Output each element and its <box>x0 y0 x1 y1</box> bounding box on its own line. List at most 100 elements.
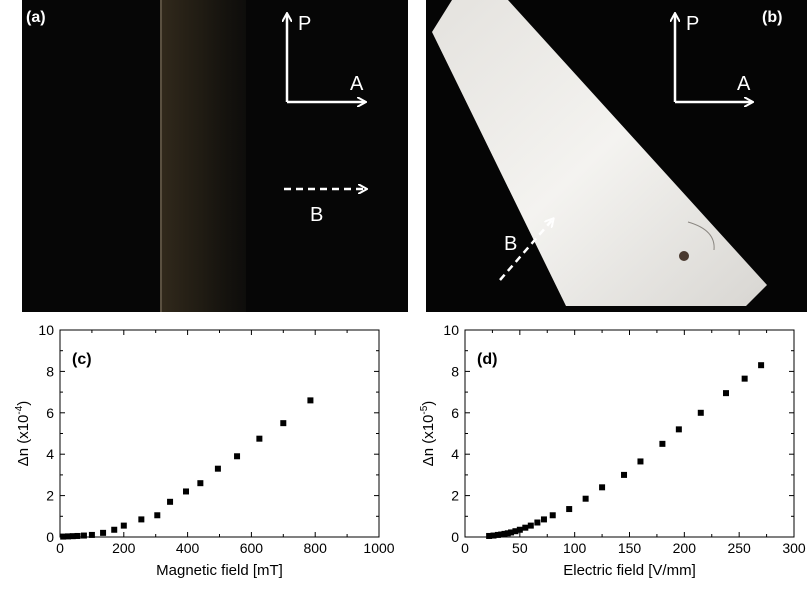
data-point <box>534 519 541 526</box>
data-point <box>167 498 174 505</box>
y-tick-label: 6 <box>451 405 459 421</box>
y-tick-label: 4 <box>46 446 54 462</box>
plot-frame <box>59 329 380 538</box>
y-axis-label-exponent: -5 <box>419 405 430 414</box>
y-tick-label: 8 <box>451 363 459 379</box>
x-tick-label: 300 <box>782 540 806 556</box>
x-tick-label: 100 <box>563 540 587 556</box>
data-point <box>566 506 573 513</box>
data-point <box>256 435 263 442</box>
x-tick-label: 600 <box>240 540 264 556</box>
sample-strip-bright <box>432 0 767 306</box>
y-axis-label-exponent: -4 <box>14 405 25 414</box>
y-tick-label: 2 <box>451 488 459 504</box>
data-point <box>659 440 666 447</box>
data-point <box>504 530 511 537</box>
x-tick-label: 0 <box>56 540 64 556</box>
data-point <box>183 488 190 495</box>
photo-b-canvas: P A B <box>432 0 767 306</box>
photo-panel-b: P A B (b) <box>426 0 807 312</box>
panel-label-a: (a) <box>26 9 46 26</box>
y-tick-label: 0 <box>46 529 54 545</box>
x-tick-label: 800 <box>304 540 328 556</box>
data-point <box>486 532 493 539</box>
y-tick-label: 10 <box>443 322 459 338</box>
data-point <box>74 532 81 539</box>
photo-a-canvas: P A B <box>160 0 408 312</box>
data-point <box>88 531 95 538</box>
data-point <box>512 528 519 535</box>
data-point <box>540 516 547 523</box>
y-axis-label-text: Δn (x10 <box>15 415 32 467</box>
panel-label-b: (b) <box>762 9 783 26</box>
y-axis-label-suffix: ) <box>15 401 32 406</box>
sample-strip <box>160 0 246 312</box>
data-point <box>637 458 644 465</box>
x-tick-label: 150 <box>618 540 642 556</box>
data-point <box>675 426 682 433</box>
data-point <box>582 495 589 502</box>
x-tick-label: 250 <box>727 540 751 556</box>
y-tick-label: 6 <box>46 405 54 421</box>
data-point <box>111 526 118 533</box>
y-axis-label-suffix: ) <box>420 401 437 406</box>
y-tick-label: 8 <box>46 363 54 379</box>
data-point <box>723 390 730 397</box>
data-point <box>516 526 523 533</box>
data-point <box>498 531 505 538</box>
data-point <box>214 465 221 472</box>
data-point <box>307 397 314 404</box>
data-point <box>501 530 508 537</box>
data-point <box>522 524 529 531</box>
data-point <box>527 522 534 529</box>
field-label: B <box>310 204 323 226</box>
panel-label: (d) <box>477 351 497 368</box>
analyzer-label: A <box>350 73 364 95</box>
chart-c: 0 200 400 600 800 1000 0 2 4 6 8 10 (c) Magnetic fiel… <box>14 322 395 579</box>
data-point <box>494 531 501 538</box>
field-label: B <box>504 233 517 255</box>
x-axis-label: Electric field [V/mm] <box>563 562 696 579</box>
data-point <box>154 512 161 519</box>
y-tick-label: 0 <box>451 529 459 545</box>
y-axis-label: Δn (x10-4) <box>14 401 32 467</box>
x-tick-label: 50 <box>512 540 528 556</box>
polarizer-label: P <box>298 13 311 35</box>
data-point <box>197 480 204 487</box>
y-tick-label: 10 <box>38 322 54 338</box>
data-point <box>490 532 497 539</box>
plot-frame <box>464 329 795 538</box>
x-tick-label: 1000 <box>363 540 394 556</box>
x-tick-label: 200 <box>112 540 136 556</box>
data-point <box>599 484 606 491</box>
data-point <box>549 512 556 519</box>
data-point <box>69 533 76 540</box>
sample-defect <box>679 251 689 261</box>
data-point <box>60 533 67 540</box>
data-point <box>741 375 748 382</box>
data-point <box>100 529 107 536</box>
y-tick-label: 4 <box>451 446 459 462</box>
analyzer-label: A <box>737 73 751 95</box>
data-point <box>120 522 127 529</box>
x-axis-label: Magnetic field [mT] <box>156 562 283 579</box>
panel-label: (c) <box>72 351 92 368</box>
photo-panel-a: P A B (a) <box>22 0 408 312</box>
sample-scratch <box>687 221 715 251</box>
y-axis-label: Δn (x10-5) <box>419 401 437 467</box>
x-tick-label: 200 <box>673 540 697 556</box>
data-point <box>138 516 145 523</box>
field-arrow <box>499 219 553 281</box>
data-point <box>280 420 287 427</box>
y-tick-label: 2 <box>46 488 54 504</box>
data-point <box>758 362 765 369</box>
x-tick-label: 0 <box>461 540 469 556</box>
polarizer-label: P <box>686 13 699 35</box>
data-point <box>508 529 515 536</box>
data-point <box>64 533 71 540</box>
chart-d: 0 50 100 150 200 250 300 0 2 4 6 8 10 (d) Electric fie… <box>419 322 806 579</box>
data-point <box>234 453 241 460</box>
data-point <box>697 409 704 416</box>
data-point <box>80 532 87 539</box>
x-tick-label: 400 <box>176 540 200 556</box>
